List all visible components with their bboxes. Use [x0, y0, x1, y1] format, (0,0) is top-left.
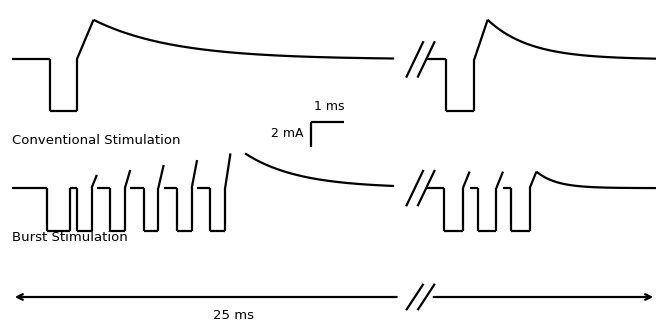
Text: 2 mA: 2 mA — [271, 127, 304, 140]
Text: 25 ms: 25 ms — [212, 309, 254, 321]
Text: 1 ms: 1 ms — [314, 100, 345, 113]
Text: Conventional Stimulation: Conventional Stimulation — [12, 134, 180, 147]
Text: Burst Stimulation: Burst Stimulation — [12, 231, 128, 244]
